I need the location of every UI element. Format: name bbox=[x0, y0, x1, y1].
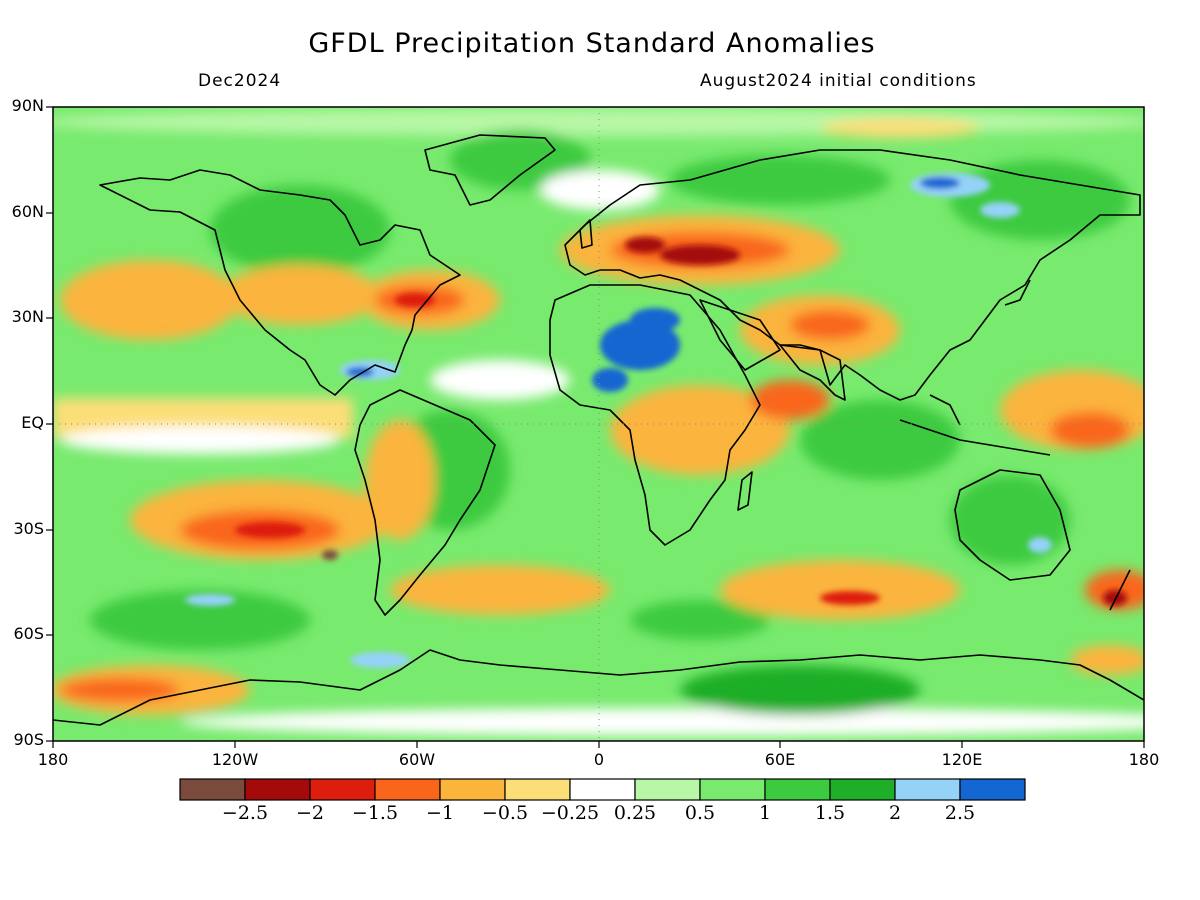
colorbar-label: 1.5 bbox=[814, 802, 846, 824]
colorbar-label: 0.25 bbox=[613, 802, 657, 824]
colorbar-label: 2.5 bbox=[944, 802, 976, 824]
lon-label-180e: 180 bbox=[1128, 750, 1160, 769]
lon-label-120w: 120W bbox=[211, 750, 259, 769]
colorbar-swatch bbox=[764, 778, 831, 801]
colorbar-swatch bbox=[894, 778, 961, 801]
colorbar-label: −0.5 bbox=[481, 802, 529, 824]
lon-label-0: 0 bbox=[593, 750, 605, 769]
lon-label-180w: 180 bbox=[37, 750, 69, 769]
colorbar-swatch bbox=[179, 778, 246, 801]
colorbar-label: 0.5 bbox=[684, 802, 716, 824]
colorbar-swatch bbox=[504, 778, 571, 801]
colorbar-label: 2 bbox=[888, 802, 902, 824]
colorbar-swatch bbox=[959, 778, 1026, 801]
colorbar-swatch bbox=[634, 778, 701, 801]
lat-label-30n: 30N bbox=[11, 307, 44, 326]
colorbar-swatch bbox=[309, 778, 376, 801]
colorbar-swatch bbox=[829, 778, 896, 801]
colorbar-label: −2 bbox=[295, 802, 324, 824]
lat-label-30s: 30S bbox=[13, 519, 44, 538]
colorbar-swatch bbox=[699, 778, 766, 801]
colorbar-swatch bbox=[569, 778, 636, 801]
init-conditions-label: August2024 initial conditions bbox=[700, 71, 977, 91]
valid-month-label: Dec2024 bbox=[198, 71, 282, 91]
colorbar-label: −1 bbox=[425, 802, 454, 824]
lat-label-eq: EQ bbox=[21, 413, 44, 432]
lat-label-90n: 90N bbox=[11, 96, 44, 115]
chart-title: GFDL Precipitation Standard Anomalies bbox=[308, 28, 876, 59]
colorbar-label: 1 bbox=[758, 802, 772, 824]
lat-label-60s: 60S bbox=[13, 624, 44, 643]
axis-ticks bbox=[46, 106, 1145, 748]
colorbar bbox=[179, 778, 1026, 801]
lat-label-60n: 60N bbox=[11, 202, 44, 221]
colorbar-label: −1.5 bbox=[351, 802, 399, 824]
coastlines bbox=[53, 134, 1144, 726]
colorbar-swatch bbox=[244, 778, 311, 801]
lon-label-120e: 120E bbox=[941, 750, 983, 769]
lon-label-60w: 60W bbox=[398, 750, 436, 769]
lon-label-60e: 60E bbox=[764, 750, 796, 769]
colorbar-label: −0.25 bbox=[540, 802, 600, 824]
lat-label-90s: 90S bbox=[13, 730, 44, 749]
colorbar-label: −2.5 bbox=[221, 802, 269, 824]
colorbar-swatch bbox=[374, 778, 441, 801]
anomaly-field bbox=[53, 107, 1144, 741]
colorbar-swatch bbox=[439, 778, 506, 801]
